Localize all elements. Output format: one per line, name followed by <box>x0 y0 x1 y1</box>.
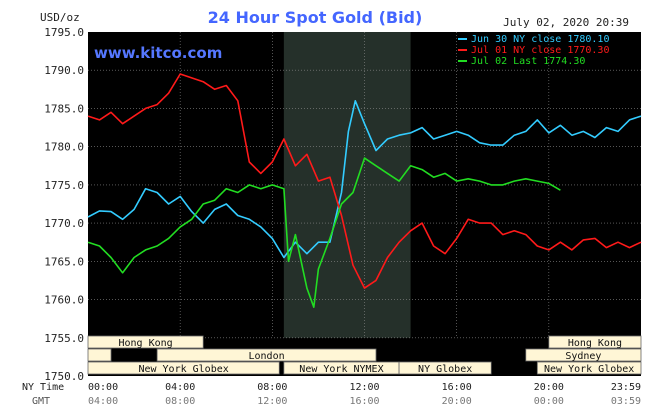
x-tick-ny: 12:00 <box>349 382 379 393</box>
series-line <box>87 157 561 308</box>
session-bar <box>87 348 112 362</box>
x-tick-ny: 20:00 <box>534 382 564 393</box>
gmt-row-label: GMT <box>32 396 50 407</box>
y-tick-label: 1760.0 <box>44 294 84 307</box>
y-tick-label: 1770.0 <box>44 217 84 230</box>
y-tick-label: 1785.0 <box>44 102 84 115</box>
y-tick-label: 1790.0 <box>44 64 84 77</box>
session-label: New York NYMEX <box>299 364 383 375</box>
y-tick-label: 1795.0 <box>44 26 84 39</box>
x-tick-gmt: 12:00 <box>257 396 287 407</box>
units-label: USD/oz <box>40 11 80 24</box>
legend-jun30: Jun 30 NY close 1780.10 <box>471 34 609 45</box>
grid <box>88 32 641 339</box>
x-tick-gmt: 20:00 <box>442 396 472 407</box>
legend: Jun 30 NY close 1780.10 Jul 01 NY close … <box>458 34 609 67</box>
y-tick-label: 1775.0 <box>44 179 84 192</box>
session-bar <box>87 361 280 375</box>
y-axis-labels: 1795.0 1790.0 1785.0 1780.0 1775.0 1770.0 1765… <box>44 26 84 383</box>
session-label: Sydney <box>565 351 601 362</box>
session-label: Hong Kong <box>568 338 622 349</box>
session-bar <box>525 348 642 362</box>
series-line <box>87 73 642 289</box>
watermark: www.kitco.com <box>94 44 222 62</box>
legend-swatch-jun30 <box>458 38 467 40</box>
x-tick-ny: 08:00 <box>257 382 287 393</box>
x-tick-ny: 16:00 <box>442 382 472 393</box>
x-tick-ny: 04:00 <box>165 382 195 393</box>
legend-jul02: Jul 02 Last 1774.30 <box>471 56 585 67</box>
legend-swatch-jul01 <box>458 49 467 51</box>
x-tick-gmt: 04:00 <box>88 396 118 407</box>
ny-time-row-label: NY Time <box>22 382 64 393</box>
y-tick-label: 1750.0 <box>44 370 84 383</box>
y-tick-label: 1780.0 <box>44 141 84 154</box>
session-bar <box>548 335 642 349</box>
y-tick-label: 1755.0 <box>44 332 84 345</box>
x-tick-gmt: 16:00 <box>349 396 379 407</box>
session-label: Hong Kong <box>119 338 173 349</box>
session-bar <box>536 361 642 375</box>
session-label: New York Globex <box>138 364 228 375</box>
session-bar <box>87 335 204 349</box>
x-tick-ny: 23:59 <box>611 382 641 393</box>
session-label: London <box>249 351 285 362</box>
session-bar <box>398 361 492 375</box>
x-tick-ny: 00:00 <box>88 382 118 393</box>
x-tick-gmt: 08:00 <box>165 396 195 407</box>
market-sessions: Hong Kong Hong Kong London Sydney New York G… <box>87 335 642 375</box>
x-axis-labels: 00:00 04:00 04:00 08:00 08:00 12:00 12:00 16:00… <box>88 382 641 407</box>
session-label: New York Globex <box>544 364 634 375</box>
date-stamp: July 02, 2020 20:39 <box>503 16 629 29</box>
legend-swatch-jul02 <box>458 60 467 62</box>
series-line <box>87 100 642 259</box>
chart-title: 24 Hour Spot Gold (Bid) <box>208 8 423 27</box>
y-tick-label: 1765.0 <box>44 255 84 268</box>
price-series <box>87 73 642 308</box>
legend-jul01: Jul 01 NY close 1770.30 <box>471 45 609 56</box>
x-tick-gmt: 00:00 <box>534 396 564 407</box>
session-label: NY Globex <box>418 364 472 375</box>
session-bar <box>156 348 377 362</box>
x-tick-gmt: 03:59 <box>611 396 641 407</box>
